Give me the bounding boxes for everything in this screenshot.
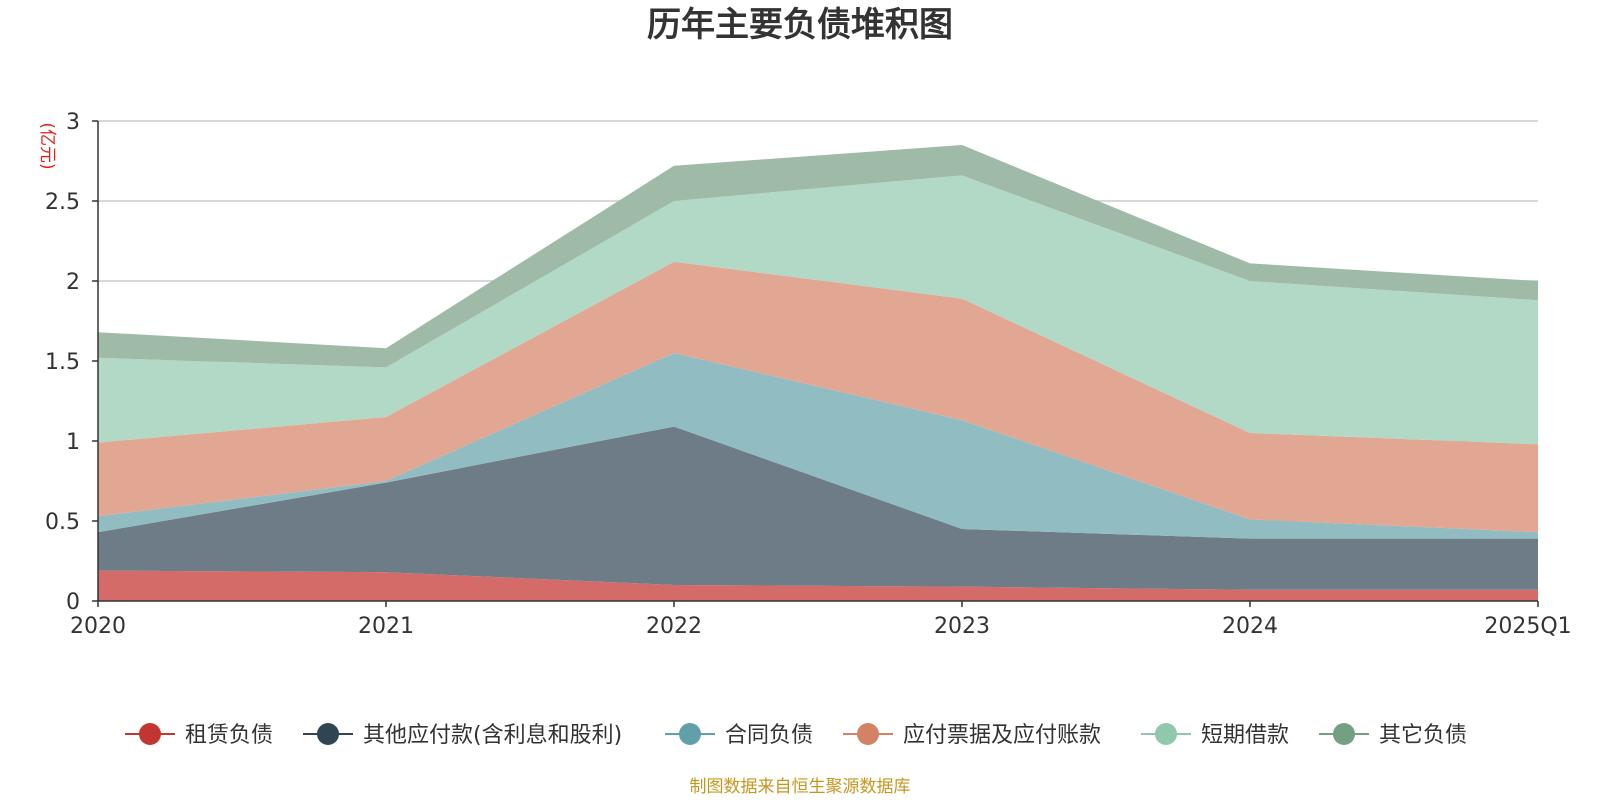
x-tick-label: 2020 bbox=[70, 614, 126, 639]
legend-item-5[interactable]: 短期借款 bbox=[1141, 723, 1289, 748]
legend-marker bbox=[857, 723, 879, 745]
legend: 租赁负债 其他应付款(含利息和股利) 合同负债 应付票据及应付账款 短期借款 其它负债 bbox=[125, 723, 1467, 748]
legend-label: 其他应付款(含利息和股利) bbox=[363, 723, 622, 748]
x-tick-label: 2025Q1 bbox=[1484, 614, 1571, 639]
legend-item-1[interactable]: 租赁负债 bbox=[125, 723, 273, 748]
legend-label: 其它负债 bbox=[1379, 723, 1467, 748]
series-area-6 bbox=[98, 145, 1538, 368]
legend-label: 合同负债 bbox=[725, 723, 813, 748]
legend-marker bbox=[679, 723, 701, 745]
legend-marker bbox=[1155, 723, 1177, 745]
chart-title: 历年主要负债堆积图 bbox=[647, 5, 953, 45]
stacked-areas bbox=[98, 145, 1538, 601]
series-area-4 bbox=[98, 261, 1538, 533]
y-tick-label: 0.5 bbox=[45, 510, 80, 535]
x-tick-label: 2021 bbox=[358, 614, 414, 639]
y-tick-label: 1 bbox=[66, 430, 80, 455]
y-axis-unit: (亿元) bbox=[37, 122, 57, 169]
y-tick-label: 2.5 bbox=[45, 190, 80, 215]
legend-label: 短期借款 bbox=[1201, 723, 1289, 748]
y-tick-label: 1.5 bbox=[45, 350, 80, 375]
legend-marker bbox=[139, 723, 161, 745]
legend-label: 租赁负债 bbox=[185, 723, 273, 748]
legend-marker bbox=[1333, 723, 1355, 745]
y-tick-label: 3 bbox=[66, 110, 80, 135]
series-area-2 bbox=[98, 426, 1538, 590]
y-tick-label: 2 bbox=[66, 270, 80, 295]
x-tick-label: 2022 bbox=[646, 614, 702, 639]
series-area-3 bbox=[98, 353, 1538, 539]
legend-item-6[interactable]: 其它负债 bbox=[1319, 723, 1467, 748]
legend-label: 应付票据及应付账款 bbox=[903, 723, 1101, 748]
series-area-5 bbox=[98, 175, 1538, 445]
axes: 0 0.5 1 1.5 2 2.5 3 2020 2021 2022 2023 2024 2025Q1 bbox=[45, 110, 1572, 639]
data-source-note: 制图数据来自恒生聚源数据库 bbox=[690, 777, 911, 797]
y-tick-label: 0 bbox=[66, 590, 80, 615]
legend-item-3[interactable]: 合同负债 bbox=[665, 723, 813, 748]
legend-item-4[interactable]: 应付票据及应付账款 bbox=[843, 723, 1101, 748]
x-tick-label: 2024 bbox=[1222, 614, 1278, 639]
x-tick-label: 2023 bbox=[934, 614, 990, 639]
legend-marker bbox=[317, 723, 339, 745]
legend-item-2[interactable]: 其他应付款(含利息和股利) bbox=[303, 723, 622, 748]
